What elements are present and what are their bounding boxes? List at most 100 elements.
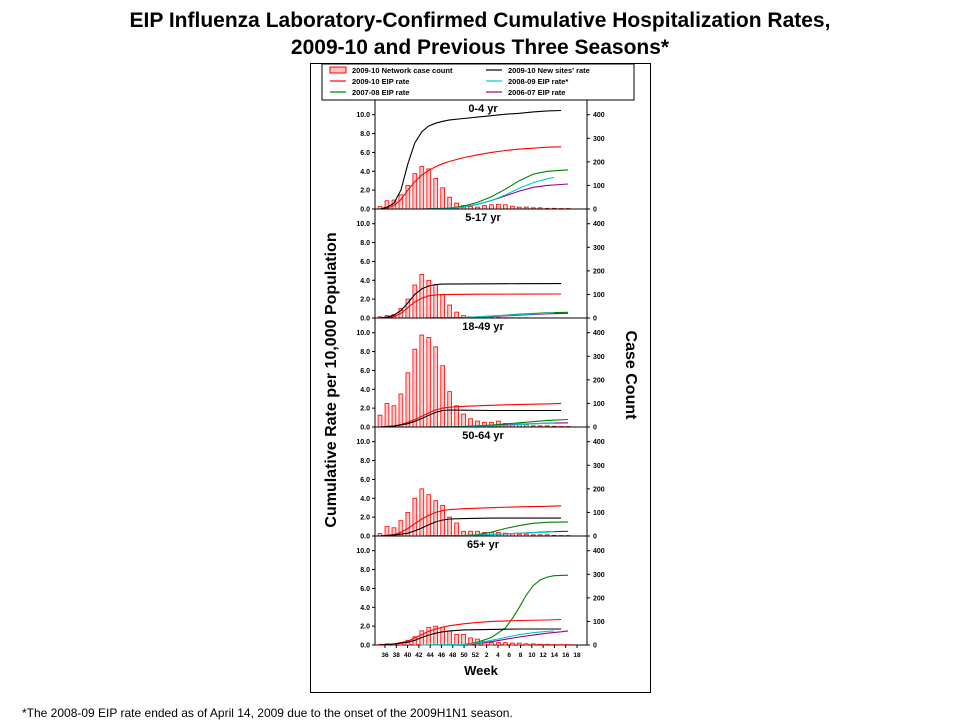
count-bar <box>496 203 501 210</box>
y2-tick-label: 100 <box>593 292 605 299</box>
y-tick-label: 4.0 <box>360 496 370 503</box>
y2-axis-title: Case Count <box>622 331 639 421</box>
y-tick-label: 6.0 <box>360 259 370 266</box>
series-line-eip-2008-09 <box>421 630 555 646</box>
y-tick-label: 4.0 <box>360 169 370 176</box>
count-bar <box>440 187 446 210</box>
y2-tick-label: 100 <box>593 401 605 408</box>
count-bar <box>447 304 452 319</box>
y-tick-label: 6.0 <box>360 368 370 375</box>
y-tick-label: 4.0 <box>360 278 370 285</box>
count-bar <box>440 365 446 428</box>
y-tick-label: 10.0 <box>356 112 370 119</box>
count-bar <box>461 413 466 428</box>
count-bar <box>384 403 390 428</box>
y2-tick-label: 200 <box>593 159 605 166</box>
y-tick-label: 4.0 <box>360 387 370 394</box>
count-bar <box>537 643 543 646</box>
legend-label: 2007-08 EIP rate <box>352 88 409 97</box>
series-line-new-sites <box>379 109 562 210</box>
x-tick-label: 18 <box>573 652 581 659</box>
count-bar <box>419 334 425 428</box>
y2-tick-label: 400 <box>593 221 605 228</box>
series-line-eip-2009-10 <box>379 402 562 428</box>
count-bar <box>454 405 459 428</box>
count-bar <box>440 626 446 646</box>
y-tick-label: 0.0 <box>360 207 370 214</box>
count-bar <box>482 205 487 210</box>
y-tick-label: 0.0 <box>360 316 370 323</box>
count-bar <box>503 204 508 210</box>
y-tick-label: 8.0 <box>360 349 370 356</box>
series-line-new-sites <box>379 517 562 537</box>
y2-tick-label: 200 <box>593 595 605 602</box>
legend-label: 2008-09 EIP rate* <box>508 77 568 86</box>
count-bar <box>530 643 536 646</box>
x-tick-label: 36 <box>381 652 389 659</box>
y-tick-label: 8.0 <box>360 458 370 465</box>
y-tick-label: 0.0 <box>360 643 370 650</box>
count-bar <box>496 642 501 646</box>
footnote: *The 2008-09 EIP rate ended as of April … <box>22 706 513 720</box>
legend-label: 2006-07 EIP rate <box>508 88 565 97</box>
y-tick-label: 2.0 <box>360 624 370 631</box>
x-tick-label: 16 <box>562 652 570 659</box>
y-tick-label: 6.0 <box>360 150 370 157</box>
count-bar <box>489 204 494 210</box>
x-tick-label: 38 <box>393 652 401 659</box>
x-tick-label: 10 <box>528 652 536 659</box>
y-tick-label: 10.0 <box>356 221 370 228</box>
series-line-eip-2009-10 <box>379 505 562 537</box>
count-bar <box>419 273 425 319</box>
count-bar <box>419 166 425 210</box>
y2-tick-label: 400 <box>593 330 605 337</box>
count-bar <box>447 516 452 537</box>
panel-title: 65+ yr <box>467 539 500 551</box>
x-tick-label: 52 <box>472 652 480 659</box>
y2-tick-label: 0 <box>593 316 597 323</box>
y2-tick-label: 400 <box>593 439 605 446</box>
count-bar <box>447 196 452 210</box>
series-line-eip-2007-08 <box>421 169 569 210</box>
y2-tick-label: 400 <box>593 548 605 555</box>
y-tick-label: 4.0 <box>360 605 370 612</box>
series-line-new-sites <box>379 283 562 319</box>
y-tick-label: 0.0 <box>360 534 370 541</box>
panel-title: 18-49 yr <box>462 321 504 333</box>
panel-title: 0-4 yr <box>468 103 498 115</box>
count-bar <box>391 405 397 428</box>
count-bar <box>447 630 452 646</box>
y-tick-label: 10.0 <box>356 330 370 337</box>
y2-tick-label: 200 <box>593 377 605 384</box>
count-bar <box>412 348 418 428</box>
x-tick-label: 50 <box>460 652 468 659</box>
count-bar <box>523 643 529 646</box>
series-line-eip-2009-10 <box>379 146 562 210</box>
x-tick-label: 44 <box>427 652 435 659</box>
x-tick-label: 12 <box>540 652 548 659</box>
x-tick-label: 14 <box>551 652 559 659</box>
legend-label: 2009-10 New sites' rate <box>508 66 590 75</box>
series-line-eip-2007-08 <box>421 574 569 646</box>
y-tick-label: 10.0 <box>356 439 370 446</box>
count-bar <box>516 642 522 646</box>
count-bar <box>405 372 411 428</box>
y-axis-title: Cumulative Rate per 10,000 Population <box>323 232 340 527</box>
y2-tick-label: 400 <box>593 112 605 119</box>
x-tick-label: 46 <box>438 652 446 659</box>
y2-tick-label: 100 <box>593 183 605 190</box>
series-line-eip-2009-10 <box>379 293 562 319</box>
count-bar <box>433 500 439 537</box>
y-tick-label: 2.0 <box>360 188 370 195</box>
y2-tick-label: 0 <box>593 643 597 650</box>
y-tick-label: 2.0 <box>360 406 370 413</box>
count-bar <box>440 294 446 319</box>
count-bar <box>426 626 432 646</box>
count-bar <box>433 346 439 428</box>
y-tick-label: 2.0 <box>360 515 370 522</box>
y2-tick-label: 100 <box>593 510 605 517</box>
series-line-eip-2009-10 <box>379 618 562 646</box>
count-bar <box>433 177 439 210</box>
count-bar <box>461 633 466 646</box>
y-tick-label: 2.0 <box>360 297 370 304</box>
